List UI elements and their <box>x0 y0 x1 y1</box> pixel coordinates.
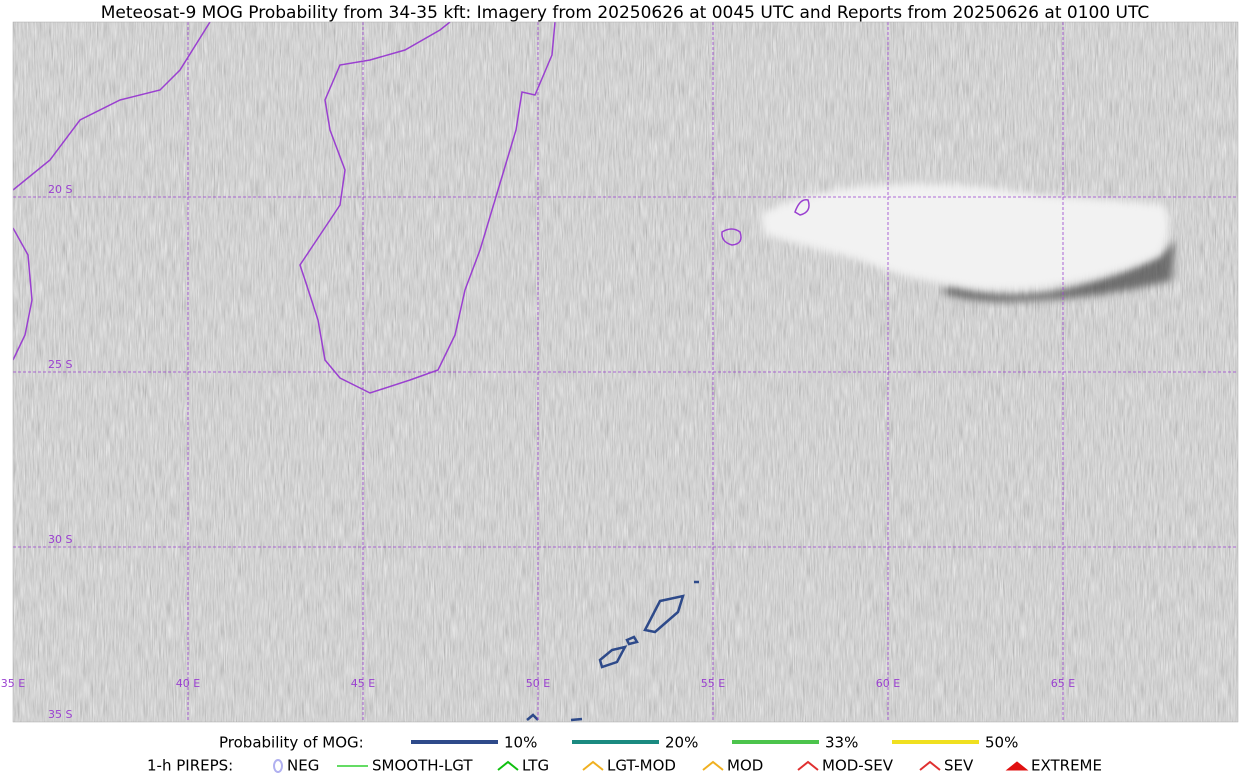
lat-label: 35 S <box>48 708 72 721</box>
legend-label: 20% <box>665 734 698 752</box>
legend-symbol <box>797 760 819 771</box>
legend-label: SMOOTH-LGT <box>372 757 473 775</box>
probability-contours <box>526 580 699 722</box>
lon-label: 65 E <box>1051 677 1075 690</box>
legend-symbol <box>1005 761 1029 771</box>
legend-label: 33% <box>825 734 858 752</box>
lon-label: 45 E <box>351 677 375 690</box>
lon-label: 35 E <box>1 677 25 690</box>
lat-label: 20 S <box>48 183 72 196</box>
legend-label: MOD-SEV <box>822 757 894 775</box>
lon-label: 40 E <box>176 677 200 690</box>
lon-label: 50 E <box>526 677 550 690</box>
legend-label: LTG <box>522 757 549 775</box>
legend-label: 50% <box>985 734 1018 752</box>
cloud <box>760 183 1169 290</box>
legend-symbol <box>273 759 283 773</box>
legend-label: MOD <box>727 757 763 775</box>
legend-title: 1-h PIREPS: <box>147 757 233 775</box>
lat-label: 30 S <box>48 533 72 546</box>
map-frame <box>12 21 1239 723</box>
island-coastline <box>794 199 810 216</box>
legend-title: Probability of MOG: <box>219 734 364 752</box>
lon-label: 60 E <box>876 677 900 690</box>
graticule <box>13 22 1238 722</box>
legend-label: NEG <box>287 757 319 775</box>
lat-label: 25 S <box>48 358 72 371</box>
lon-label: 55 E <box>701 677 725 690</box>
legend-label: LGT-MOD <box>607 757 676 775</box>
coastline <box>13 22 211 191</box>
legend-symbol <box>702 760 724 771</box>
legend-symbol <box>919 760 941 771</box>
legend-label: EXTREME <box>1031 757 1102 775</box>
cloud-shadow <box>940 240 1175 302</box>
madagascar-coastline <box>299 22 556 394</box>
map <box>13 22 1238 722</box>
island-coastline <box>721 228 742 246</box>
title: Meteosat-9 MOG Probability from 34-35 kf… <box>101 3 1150 23</box>
legend-label: SEV <box>944 757 974 775</box>
legend-symbol <box>582 760 604 771</box>
legend-symbol <box>497 760 519 771</box>
legend-label: 10% <box>504 734 537 752</box>
coastline <box>13 227 33 361</box>
